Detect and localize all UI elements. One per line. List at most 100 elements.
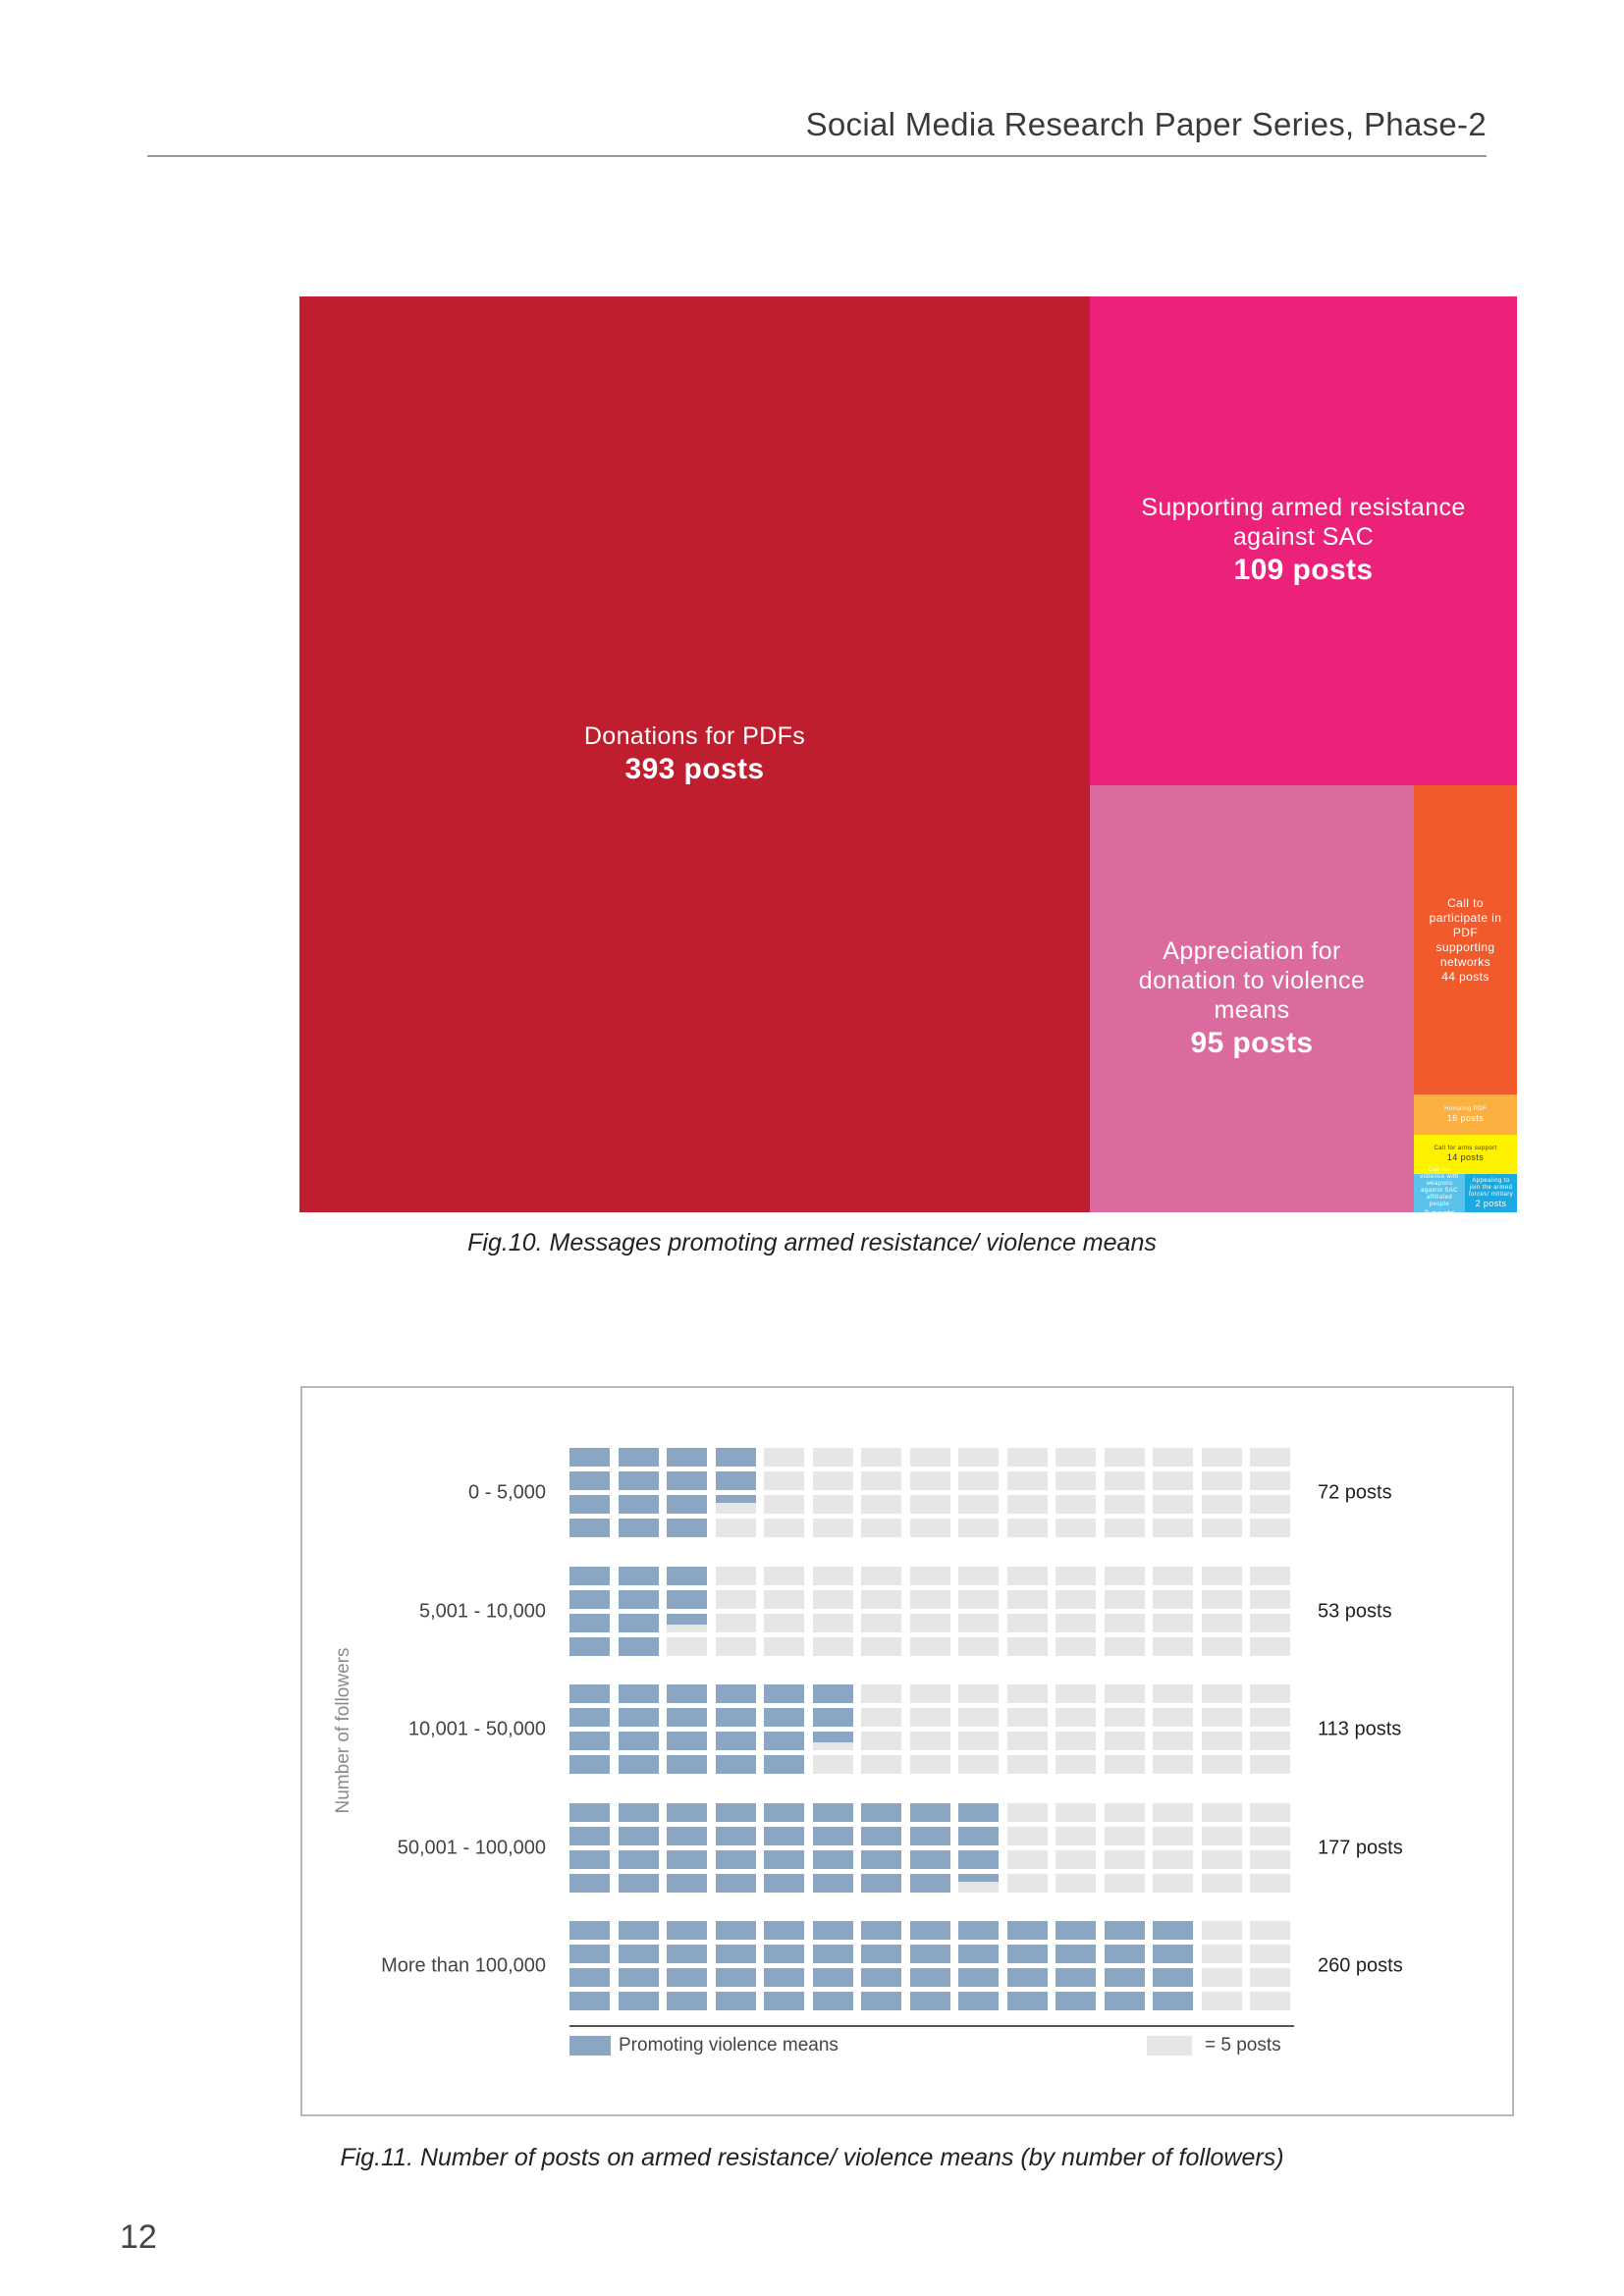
waffle-cell-filled — [569, 1519, 610, 1537]
treemap-tile-value: 44 posts — [1441, 969, 1489, 984]
waffle-cell — [958, 1567, 999, 1585]
waffle-cell — [1250, 1495, 1290, 1514]
waffle-cell-filled — [958, 1874, 999, 1882]
waffle-cell-filled — [909, 1850, 950, 1869]
waffle-cell-filled — [618, 1519, 659, 1537]
waffle-cell-filled — [569, 1803, 610, 1822]
waffle-cell — [715, 1567, 756, 1585]
waffle-cell — [1056, 1850, 1096, 1869]
waffle-cell-filled — [1153, 1945, 1193, 1963]
waffle-cell — [667, 1637, 707, 1656]
waffle-cell — [958, 1448, 999, 1467]
waffle-cell — [1056, 1874, 1096, 1893]
waffle-cell — [1104, 1755, 1145, 1774]
waffle-cell — [1201, 1827, 1242, 1845]
waffle-cell-filled — [909, 1921, 950, 1940]
waffle-cell-filled — [618, 1992, 659, 2010]
waffle-cell — [1056, 1827, 1096, 1845]
waffle-cell-filled — [764, 1684, 804, 1703]
waffle-cell — [1201, 1567, 1242, 1585]
waffle-cell — [1006, 1614, 1048, 1632]
waffle-cell — [1250, 1590, 1290, 1609]
waffle-cell — [1153, 1755, 1193, 1774]
waffle-cell — [1153, 1684, 1193, 1703]
waffle-cell-filled — [667, 1684, 707, 1703]
waffle-cell — [1153, 1590, 1193, 1609]
treemap-tile-label: Appealing to join the armed forces/ mili… — [1468, 1177, 1514, 1198]
waffle-cell — [1153, 1637, 1193, 1656]
waffle-cell — [715, 1637, 756, 1656]
waffle-cell-filled — [764, 1921, 804, 1940]
waffle-cell — [1056, 1732, 1096, 1750]
waffle-cell — [1250, 1637, 1290, 1656]
waffle-cell — [1104, 1684, 1145, 1703]
waffle-cell-filled — [618, 1968, 659, 1987]
waffle-cell-filled — [618, 1471, 659, 1490]
waffle-cell — [861, 1732, 901, 1750]
waffle-cell — [1006, 1637, 1048, 1656]
waffle-cell-filled — [1056, 1992, 1096, 2010]
waffle-cell — [1250, 1945, 1290, 1963]
waffle-cell — [1250, 1732, 1290, 1750]
treemap-tile-label: Supporting armed resistance against SAC — [1141, 494, 1466, 551]
waffle-cell — [1250, 1850, 1290, 1869]
waffle-cell-filled — [764, 1992, 804, 2010]
waffle-cell-filled — [667, 1567, 707, 1585]
waffle-cell — [1056, 1519, 1096, 1537]
waffle-cell-filled — [569, 1874, 610, 1893]
waffle-cell — [861, 1471, 901, 1490]
waffle-cell — [909, 1495, 950, 1514]
waffle-cell-filled — [618, 1874, 659, 1893]
waffle-cell — [909, 1684, 950, 1703]
waffle-cell — [1104, 1590, 1145, 1609]
waffle-row-value: 53 posts — [1318, 1600, 1392, 1623]
waffle-cell — [958, 1495, 999, 1514]
fig10-caption: Fig.10. Messages promoting armed resista… — [467, 1229, 1157, 1256]
waffle-cell — [1006, 1684, 1048, 1703]
waffle-cell — [958, 1637, 999, 1656]
treemap-tile-label: Appreciation for donation to violence me… — [1138, 936, 1366, 1024]
waffle-cell — [1006, 1874, 1048, 1893]
waffle-cell — [1104, 1567, 1145, 1585]
waffle-cell-filled — [764, 1708, 804, 1727]
waffle-cell-filled — [618, 1850, 659, 1869]
waffle-cell-filled — [618, 1921, 659, 1940]
waffle-cell-filled — [569, 1968, 610, 1987]
waffle-cell-filled — [667, 1755, 707, 1774]
waffle-cell — [1104, 1827, 1145, 1845]
waffle-cell — [1056, 1448, 1096, 1467]
waffle-cell-filled — [764, 1803, 804, 1822]
waffle-cell-filled — [1104, 1992, 1145, 2010]
waffle-cell — [1006, 1590, 1048, 1609]
treemap-tile-label: Donations for PDFs — [583, 721, 806, 750]
waffle-cell — [1250, 1968, 1290, 1987]
waffle-cell-filled — [618, 1567, 659, 1585]
waffle-cell-filled — [861, 1850, 901, 1869]
waffle-row-value: 72 posts — [1318, 1481, 1392, 1504]
treemap-tile-supporting-armed-resistance-against-sac: Supporting armed resistance against SAC 1… — [1090, 296, 1517, 785]
waffle-cell-filled — [667, 1945, 707, 1963]
waffle-cell — [1153, 1471, 1193, 1490]
waffle-cell-filled — [569, 1945, 610, 1963]
waffle-cell-filled — [1006, 1921, 1048, 1940]
treemap-tile-honoring-pdf: Honoring PDF 16 posts — [1414, 1095, 1517, 1135]
waffle-y-axis-label: Number of followers — [333, 1647, 353, 1814]
waffle-cell-filled — [715, 1448, 756, 1467]
waffle-cell-filled — [715, 1708, 756, 1727]
treemap-tile-label: Call for violence with weapons against S… — [1420, 1167, 1459, 1207]
waffle-cell — [1250, 1803, 1290, 1822]
waffle-cell-filled — [909, 1803, 950, 1822]
waffle-cell-filled — [861, 1968, 901, 1987]
waffle-cell-filled — [667, 1850, 707, 1869]
waffle-row-value: 260 posts — [1318, 1954, 1403, 1977]
waffle-cell — [812, 1614, 853, 1632]
waffle-cell — [1104, 1519, 1145, 1537]
waffle-cell — [1056, 1708, 1096, 1727]
treemap-tile-appreciation-for-donation-to-violence-means: Appreciation for donation to violence me… — [1090, 785, 1414, 1212]
waffle-cell — [764, 1448, 804, 1467]
waffle-cell — [1250, 1874, 1290, 1893]
waffle-cell — [1153, 1495, 1193, 1514]
waffle-cell — [812, 1590, 853, 1609]
waffle-cell — [1056, 1803, 1096, 1822]
waffle-cell — [715, 1519, 756, 1537]
